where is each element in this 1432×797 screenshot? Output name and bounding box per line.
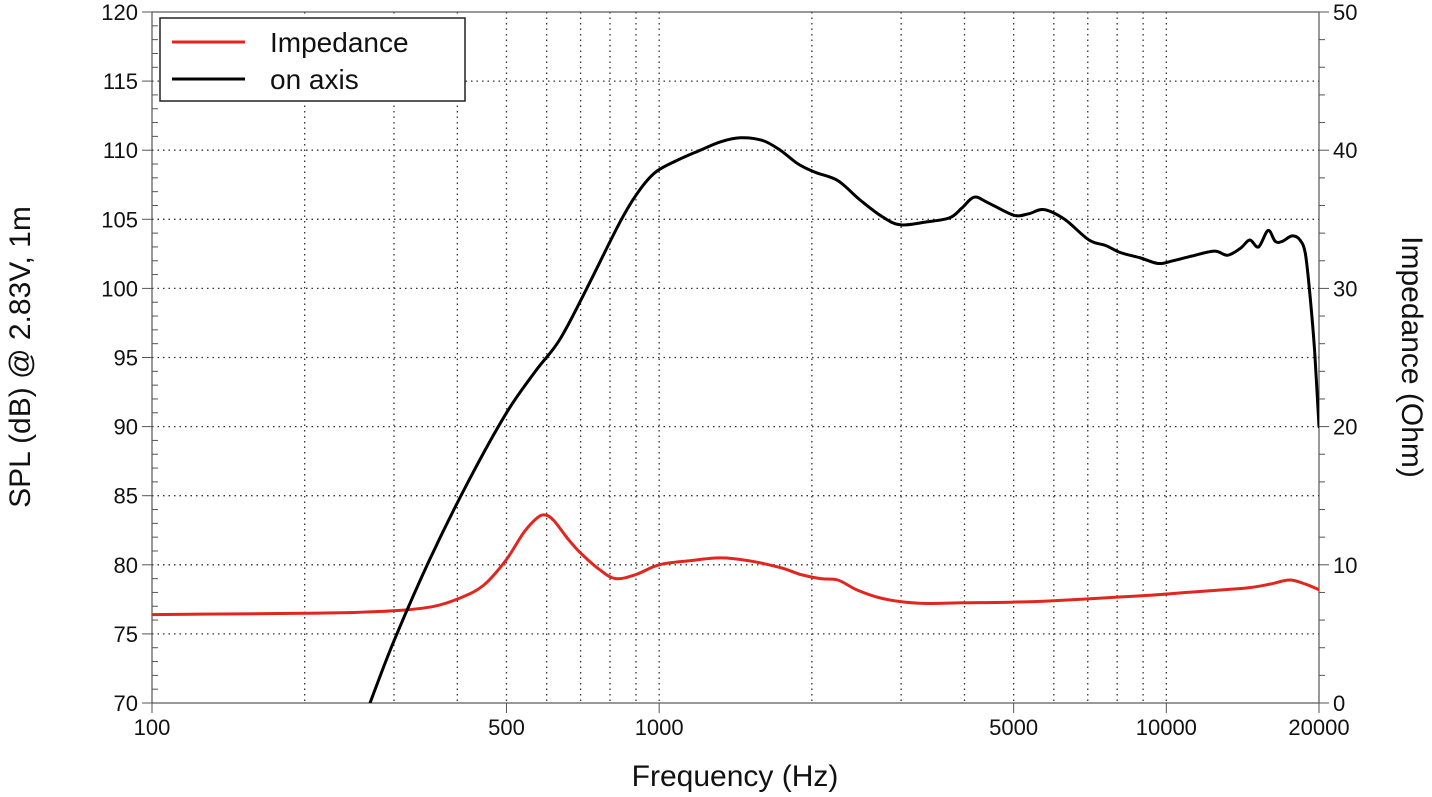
- y-left-tick-label: 85: [114, 484, 138, 509]
- series-impedance-line: [152, 513, 1319, 617]
- x-tick-label: 500: [488, 715, 525, 740]
- y-right-axis-title: Impedance (Ohm): [1395, 236, 1428, 478]
- y-left-tick-label: 100: [101, 276, 138, 301]
- y-left-tick-label: 110: [103, 138, 138, 163]
- legend-box: [159, 17, 466, 102]
- y-right-tick-label: 20: [1333, 415, 1357, 440]
- series-on-axis-line: [368, 136, 1319, 703]
- x-tick-label: 10000: [1136, 715, 1197, 740]
- y-left-tick-label: 75: [114, 622, 138, 647]
- y-right-tick-label: 30: [1333, 276, 1357, 301]
- y-left-tick-label: 115: [103, 69, 138, 94]
- y-right-tick-label: 10: [1333, 553, 1357, 578]
- y-left-tick-label: 120: [101, 0, 138, 25]
- left-axis-ticks: 70 75 80 85 90 95 100 105 110 115 120: [101, 0, 158, 716]
- y-right-tick-label: 40: [1333, 138, 1357, 163]
- y-left-tick-label: 70: [114, 691, 138, 716]
- y-right-tick-label: 0: [1333, 691, 1345, 716]
- x-axis-ticks: 100 500 1000 5000 10000 20000: [134, 703, 1350, 740]
- x-tick-label: 1000: [635, 715, 684, 740]
- y-left-tick-label: 90: [114, 415, 138, 440]
- x-tick-label: 100: [134, 715, 171, 740]
- x-axis-title: Frequency (Hz): [632, 760, 839, 793]
- legend-label-impedance: Impedance: [270, 27, 409, 58]
- y-left-tick-label: 105: [101, 207, 138, 232]
- series-layer: [152, 136, 1319, 703]
- legend: Impedance on axis: [159, 17, 466, 102]
- y-left-axis-title: SPL (dB) @ 2.83V, 1m: [4, 206, 37, 508]
- legend-label-on-axis: on axis: [270, 64, 359, 95]
- x-tick-label: 20000: [1288, 715, 1349, 740]
- right-axis-ticks: 0 10 20 30 40 50: [1319, 0, 1357, 716]
- y-left-tick-label: 80: [114, 553, 138, 578]
- y-right-tick-label: 50: [1333, 0, 1357, 25]
- y-left-tick-label: 95: [114, 346, 138, 371]
- grid-lines: [152, 12, 1319, 703]
- x-tick-label: 5000: [989, 715, 1038, 740]
